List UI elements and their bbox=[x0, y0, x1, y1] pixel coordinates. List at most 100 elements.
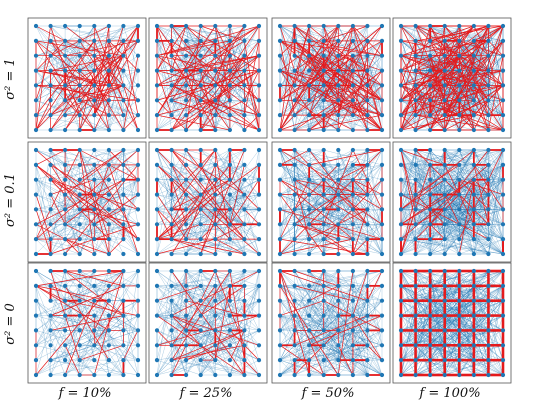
graph-node bbox=[442, 222, 447, 227]
graph-node bbox=[336, 177, 341, 182]
graph-node bbox=[198, 207, 203, 212]
graph-node bbox=[92, 177, 97, 182]
red-edge bbox=[93, 164, 139, 240]
graph-node bbox=[184, 68, 189, 73]
graph-node bbox=[63, 313, 68, 318]
blue-edge bbox=[279, 55, 310, 131]
graph-node bbox=[92, 237, 97, 242]
graph-node bbox=[121, 313, 126, 318]
red-edge bbox=[244, 359, 260, 376]
graph-node bbox=[106, 23, 111, 29]
graph-node bbox=[256, 237, 262, 242]
graph-node bbox=[428, 147, 433, 153]
graph-node bbox=[457, 98, 462, 103]
graph-node bbox=[154, 98, 160, 103]
red-edge bbox=[214, 25, 231, 56]
red-edge bbox=[400, 164, 489, 240]
graph-node bbox=[77, 222, 82, 227]
red-edge bbox=[400, 55, 431, 71]
red-edge-group bbox=[400, 149, 504, 255]
red-edge bbox=[156, 164, 231, 240]
red-edge bbox=[352, 70, 368, 86]
graph-node bbox=[63, 177, 68, 182]
graph-node bbox=[184, 162, 189, 167]
graph-node bbox=[213, 283, 218, 288]
graph-node bbox=[471, 113, 476, 118]
graph-node bbox=[77, 162, 82, 167]
red-edge bbox=[50, 194, 66, 225]
blue-edge bbox=[244, 270, 260, 331]
graph-node bbox=[135, 313, 141, 318]
graph-node bbox=[227, 328, 232, 333]
blue-edge bbox=[279, 25, 295, 56]
graph-node bbox=[321, 222, 326, 227]
graph-node bbox=[413, 192, 418, 197]
node-group bbox=[398, 147, 506, 257]
graph-node bbox=[63, 268, 68, 274]
red-edge bbox=[171, 345, 187, 376]
graph-node bbox=[63, 192, 68, 197]
graph-node bbox=[198, 192, 203, 197]
graph-node bbox=[77, 192, 82, 197]
red-edge bbox=[35, 149, 66, 166]
red-edge bbox=[94, 300, 124, 346]
blue-edge bbox=[244, 164, 260, 195]
graph-node bbox=[227, 237, 232, 242]
graph-node bbox=[227, 147, 232, 153]
red-edge bbox=[156, 179, 231, 240]
graph-node bbox=[92, 23, 97, 29]
graph-node bbox=[154, 177, 160, 182]
panel-grid bbox=[27, 17, 512, 384]
graph-node bbox=[321, 177, 326, 182]
graph-node bbox=[198, 127, 203, 133]
graph-node bbox=[307, 207, 312, 212]
graph-node bbox=[292, 147, 297, 153]
graph-node bbox=[471, 127, 476, 133]
graph-node bbox=[500, 251, 506, 257]
graph-node bbox=[135, 372, 141, 378]
graph-node bbox=[121, 38, 126, 44]
graph-node bbox=[106, 328, 111, 333]
graph-node bbox=[63, 98, 68, 103]
graph-node bbox=[242, 372, 247, 378]
graph-node bbox=[213, 343, 218, 348]
graph-node bbox=[442, 23, 447, 29]
red-edge bbox=[64, 270, 124, 316]
graph-node bbox=[48, 98, 53, 103]
graph-node bbox=[365, 147, 370, 153]
graph-node bbox=[63, 237, 68, 242]
graph-node bbox=[428, 113, 433, 118]
graph-node bbox=[307, 68, 312, 73]
graph-node bbox=[121, 162, 126, 167]
graph-node bbox=[442, 53, 447, 58]
graph-node bbox=[500, 113, 506, 118]
graph-node bbox=[242, 53, 247, 58]
red-edge bbox=[93, 25, 110, 116]
graph-node bbox=[365, 207, 370, 212]
blue-edge bbox=[294, 194, 353, 210]
graph-node bbox=[184, 251, 189, 257]
graph-node bbox=[106, 343, 111, 348]
graph-node bbox=[379, 192, 385, 197]
graph-node bbox=[135, 222, 141, 227]
graph-node bbox=[486, 147, 491, 153]
graph-node bbox=[213, 83, 218, 88]
graph-node bbox=[500, 127, 506, 133]
red-edge bbox=[279, 179, 354, 240]
node-group bbox=[33, 147, 141, 257]
graph-node bbox=[500, 38, 506, 44]
red-edge bbox=[459, 85, 504, 116]
graph-node bbox=[121, 68, 126, 73]
graph-node bbox=[307, 127, 312, 133]
graph-node bbox=[379, 251, 385, 257]
graph-node bbox=[135, 283, 141, 288]
blue-edge bbox=[65, 149, 95, 166]
red-edge bbox=[400, 25, 416, 56]
graph-node bbox=[471, 192, 476, 197]
graph-node bbox=[227, 298, 232, 303]
graph-node bbox=[33, 222, 39, 227]
red-edge-group bbox=[156, 149, 260, 255]
blue-edge bbox=[415, 149, 460, 166]
graph-node bbox=[277, 38, 283, 44]
graph-node bbox=[135, 38, 141, 44]
